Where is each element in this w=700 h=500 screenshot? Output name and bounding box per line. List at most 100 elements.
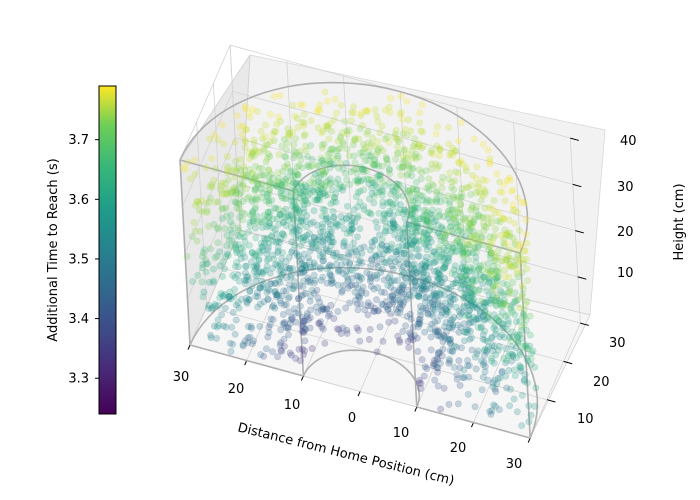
data-point [291,201,299,209]
data-point [324,191,332,199]
data-point [300,194,308,202]
data-point [505,174,513,182]
data-point [343,130,351,138]
data-point [340,239,348,247]
grid-line [182,90,573,207]
data-point [231,138,239,146]
data-point [364,302,372,310]
data-point [424,182,432,190]
data-point [365,195,373,203]
data-point [428,252,436,260]
data-point [493,170,501,178]
data-point [330,116,338,124]
base-edge [416,406,531,439]
data-point [480,358,488,366]
data-point [471,353,479,361]
data-point [291,193,299,201]
data-point [481,308,489,316]
data-point [334,175,342,183]
data-point [522,230,530,238]
data-point [417,384,425,392]
data-point [211,254,219,262]
data-point [479,192,487,200]
data-point [375,250,383,258]
data-point [411,152,419,160]
data-point [520,247,528,255]
data-point [404,286,412,294]
data-point [421,328,429,336]
data-point [357,287,365,295]
data-point [457,274,465,282]
data-point [352,263,360,271]
data-point [306,163,314,171]
data-point [473,163,481,171]
data-point [276,267,284,275]
data-point [284,163,292,171]
data-point [351,218,359,226]
data-point [468,346,476,354]
data-point [351,135,359,143]
data-point [506,402,514,410]
data-point [434,296,442,304]
data-point [301,181,309,189]
data-point [373,112,381,120]
data-point [474,187,482,195]
data-point [362,107,370,115]
data-point [456,312,464,320]
data-point [394,234,402,242]
data-point [256,249,264,257]
data-point [432,257,440,265]
data-point [256,284,264,292]
data-point [426,210,434,218]
data-point [394,191,402,199]
data-point [280,213,288,221]
data-point [300,261,308,269]
data-point [274,353,282,361]
data-point [437,290,445,298]
data-point [459,248,467,256]
data-point [402,274,410,282]
data-point [408,147,416,155]
data-point [366,209,374,217]
data-point [498,289,506,297]
data-point [287,273,295,281]
data-point [290,204,298,212]
data-point [320,185,328,193]
data-point [519,256,527,264]
data-point [424,234,432,242]
data-point [285,253,293,261]
data-point [378,235,386,243]
data-point [261,182,269,190]
data-point [450,363,458,371]
data-point [387,278,395,286]
data-point [346,299,354,307]
data-point [472,175,480,183]
data-point [406,187,414,195]
data-point [386,220,394,228]
data-point [467,221,475,229]
data-point [396,110,404,118]
data-point [369,242,377,250]
data-point [270,93,278,101]
data-point [401,229,409,237]
data-point [386,292,394,300]
data-point [279,320,287,328]
data-point [347,168,355,176]
data-point [310,179,318,187]
data-point [281,180,289,188]
data-point [272,128,280,136]
data-point [302,263,310,271]
data-point [242,262,250,270]
data-point [267,279,275,287]
data-point [384,159,392,167]
data-point [409,164,417,172]
data-point [401,126,409,134]
data-point [485,274,493,282]
data-point [302,147,310,155]
data-point [458,193,466,201]
data-point [273,290,281,298]
data-point [481,187,489,195]
data-point [397,305,405,313]
data-point [336,159,344,167]
data-point [292,208,300,216]
